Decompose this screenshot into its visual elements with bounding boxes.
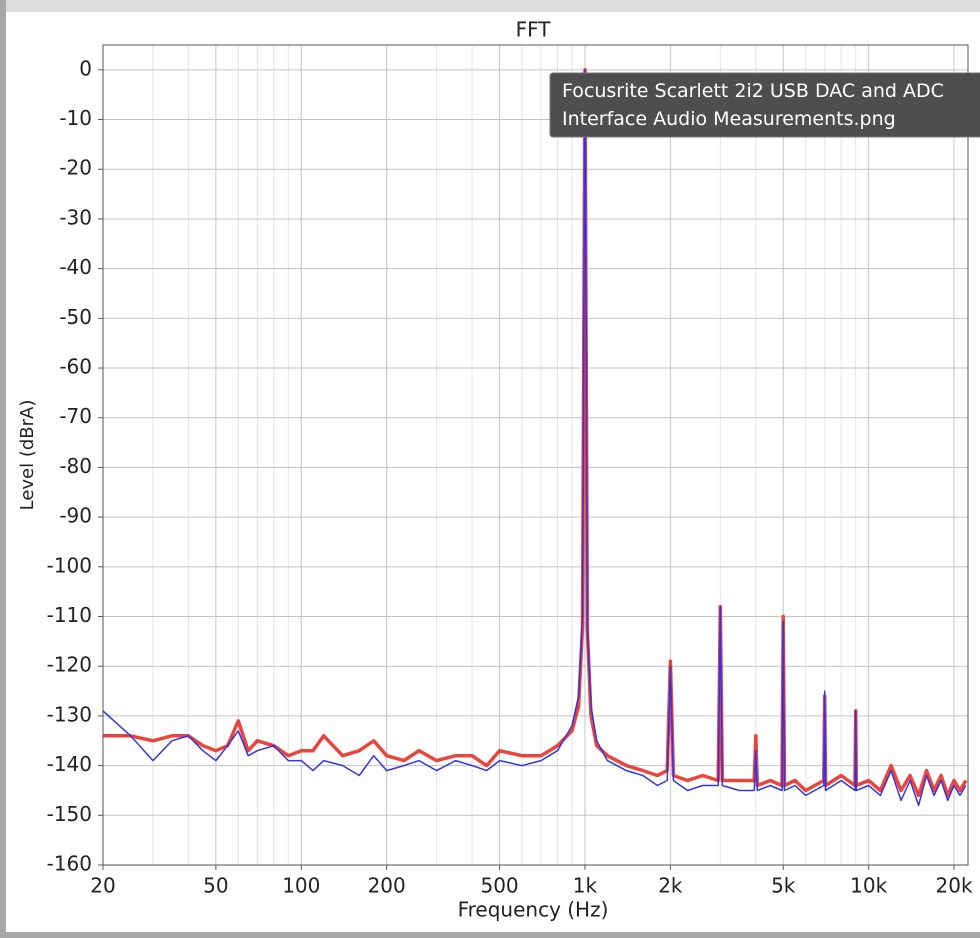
y-tick-label: -60 [59, 355, 92, 379]
top-bar [0, 0, 980, 12]
tooltip: Focusrite Scarlett 2i2 USB DAC and ADC I… [549, 72, 980, 138]
y-tick-label: -150 [47, 802, 92, 826]
y-tick-label: -120 [47, 653, 92, 677]
y-tick-label: -140 [47, 752, 92, 776]
x-tick-label: 20 [90, 874, 115, 898]
y-tick-label: -130 [47, 702, 92, 726]
plot-frame [102, 44, 969, 866]
tooltip-line: Interface Audio Measurements.png [562, 108, 896, 130]
chart-title: FFT [516, 18, 552, 42]
x-tick-label: 2k [658, 874, 683, 898]
grid [98, 45, 968, 870]
plot [102, 68, 968, 807]
x-tick-label: 5k [771, 874, 796, 898]
x-tick-label: 20k [936, 874, 973, 898]
y-tick-label: -70 [59, 404, 92, 428]
y-tick-label: -30 [59, 205, 92, 229]
x-tick-label: 1k [573, 874, 598, 898]
y-tick-label: -100 [47, 553, 92, 577]
bottom-border [0, 932, 980, 938]
x-tick-label: 50 [203, 874, 228, 898]
y-axis-label: Level (dBrA) [17, 400, 38, 511]
tooltip-line: Focusrite Scarlett 2i2 USB DAC and ADC [562, 80, 944, 102]
y-tick-label: -20 [59, 156, 92, 180]
series-line [102, 69, 967, 807]
y-tick-label: 0 [79, 56, 92, 80]
y-tick-label: -40 [59, 255, 92, 279]
x-tick-label: 500 [480, 874, 518, 898]
x-tick-label: 10k [850, 874, 887, 898]
x-tick-label: 100 [282, 874, 320, 898]
x-tick-label: 200 [368, 874, 406, 898]
tooltip-box [549, 72, 980, 138]
x-axis-label: Frequency (Hz) [458, 898, 609, 922]
y-tick-label: -160 [47, 852, 92, 876]
y-tick-label: -10 [59, 106, 92, 130]
y-tick-label: -80 [59, 454, 92, 478]
y-tick-label: -50 [59, 305, 92, 329]
y-tick-label: -110 [47, 603, 92, 627]
left-border [0, 0, 6, 938]
y-tick-label: -90 [59, 504, 92, 528]
